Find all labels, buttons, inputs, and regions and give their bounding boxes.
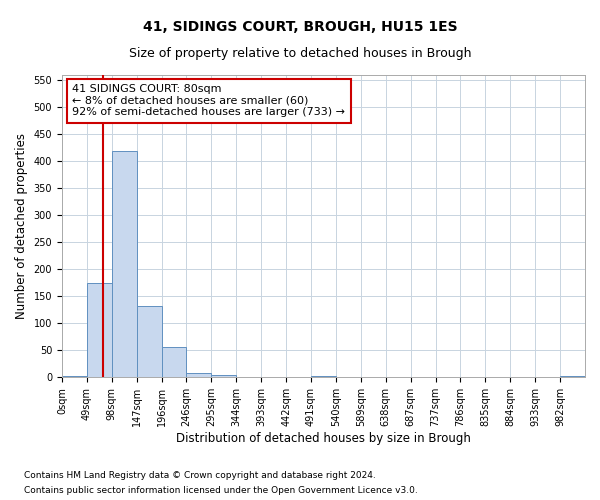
X-axis label: Distribution of detached houses by size in Brough: Distribution of detached houses by size … bbox=[176, 432, 471, 445]
Text: 41, SIDINGS COURT, BROUGH, HU15 1ES: 41, SIDINGS COURT, BROUGH, HU15 1ES bbox=[143, 20, 457, 34]
Text: Contains public sector information licensed under the Open Government Licence v3: Contains public sector information licen… bbox=[24, 486, 418, 495]
Bar bbox=[137, 306, 161, 378]
Bar bbox=[311, 376, 336, 378]
Bar bbox=[62, 376, 87, 378]
Text: Size of property relative to detached houses in Brough: Size of property relative to detached ho… bbox=[129, 48, 471, 60]
Text: Contains HM Land Registry data © Crown copyright and database right 2024.: Contains HM Land Registry data © Crown c… bbox=[24, 471, 376, 480]
Y-axis label: Number of detached properties: Number of detached properties bbox=[15, 133, 28, 319]
Bar bbox=[187, 373, 211, 378]
Bar bbox=[560, 376, 585, 378]
Text: 41 SIDINGS COURT: 80sqm
← 8% of detached houses are smaller (60)
92% of semi-det: 41 SIDINGS COURT: 80sqm ← 8% of detached… bbox=[73, 84, 346, 117]
Bar bbox=[161, 346, 187, 378]
Bar bbox=[87, 283, 112, 378]
Bar bbox=[386, 377, 410, 378]
Bar bbox=[211, 375, 236, 378]
Bar bbox=[236, 377, 261, 378]
Bar bbox=[112, 150, 137, 378]
